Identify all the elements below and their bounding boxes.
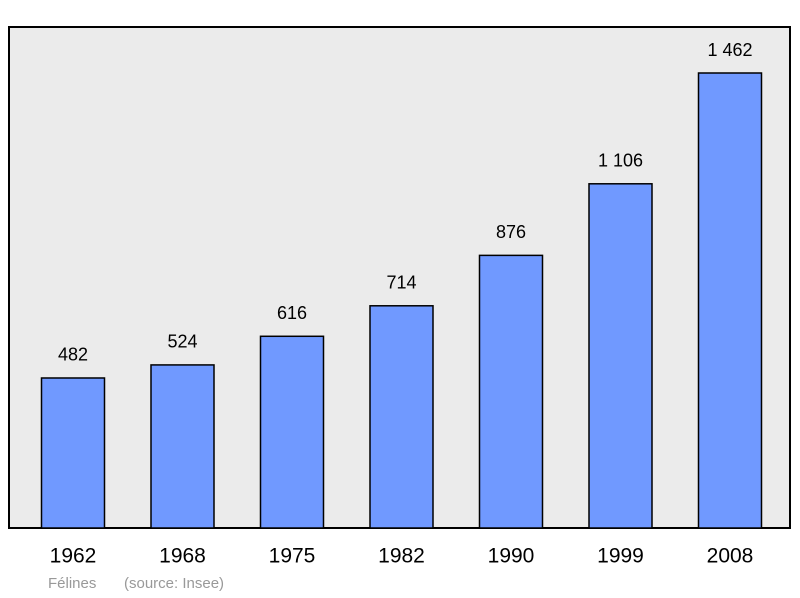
x-tick-label: 1982 [378,545,425,568]
bar [697,72,763,529]
x-tick-label: 1968 [159,545,206,568]
value-label: 1 462 [707,40,752,60]
chart-title: Félines [48,575,96,592]
source-note: (source: Insee) [124,575,224,592]
x-tick-label: 2008 [707,545,754,568]
value-label: 524 [167,332,197,352]
bar [478,254,544,529]
x-tick-label: 1962 [50,545,97,568]
x-tick-label: 1990 [488,545,535,568]
x-tick-label: 1975 [269,545,316,568]
value-label: 876 [496,222,526,242]
value-label: 714 [386,273,416,293]
bar [259,335,325,529]
x-tick-label: 1999 [597,545,644,568]
value-label: 1 106 [598,151,643,171]
value-label: 616 [277,303,307,323]
bar [588,183,653,529]
bar [150,364,215,529]
bar [40,377,106,529]
value-label: 482 [58,345,88,365]
bar [369,305,434,529]
